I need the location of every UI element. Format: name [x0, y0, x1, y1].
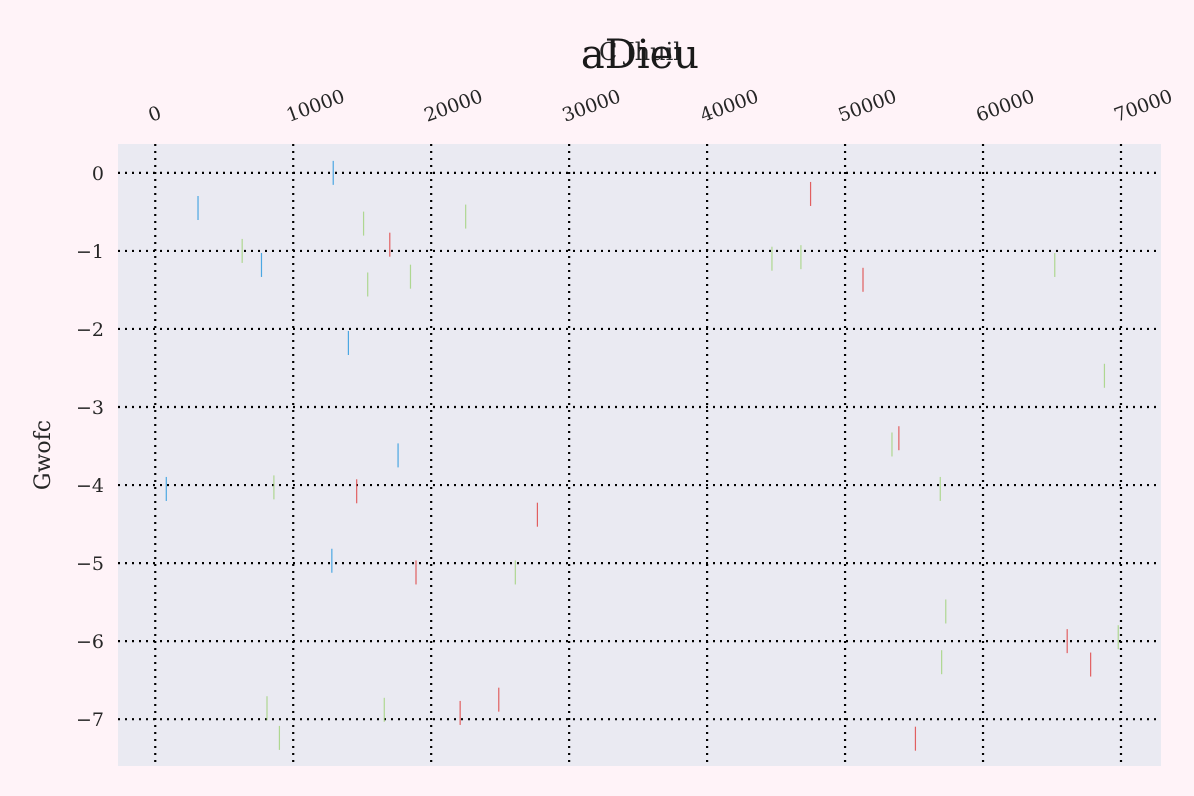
data-marks	[165, 160, 1119, 751]
y-tick-labels: 0 −1 −2 −3 −4 −5 −6 −7	[76, 163, 104, 731]
x-tick-label: 30000	[559, 85, 623, 126]
x-axis-label: C Jhuil	[599, 38, 681, 66]
y-tick-label: −7	[76, 709, 104, 731]
x-tick-label: 50000	[835, 85, 899, 126]
y-tick-label: −3	[76, 397, 104, 419]
x-tick-label: 60000	[973, 85, 1037, 126]
plot-area	[118, 144, 1161, 766]
y-tick-label: −6	[76, 631, 104, 653]
x-tick-label: 70000	[1111, 85, 1175, 126]
grid-lines	[118, 144, 1161, 766]
x-tick-label: 40000	[697, 85, 761, 126]
y-tick-label: −5	[76, 553, 104, 575]
x-tick-label: 10000	[283, 85, 347, 126]
y-tick-label: −1	[76, 241, 104, 263]
y-tick-label: −2	[76, 319, 104, 341]
y-axis-label: Gwofc	[31, 420, 56, 490]
x-tick-labels: 0 10000 20000 30000 40000 50000 60000 70000	[145, 85, 1175, 126]
chart-title: aDieu	[581, 32, 699, 78]
y-tick-label: 0	[92, 163, 104, 185]
y-tick-label: −4	[76, 475, 104, 497]
x-tick-label: 0	[145, 102, 164, 127]
x-tick-label: 20000	[421, 85, 485, 126]
